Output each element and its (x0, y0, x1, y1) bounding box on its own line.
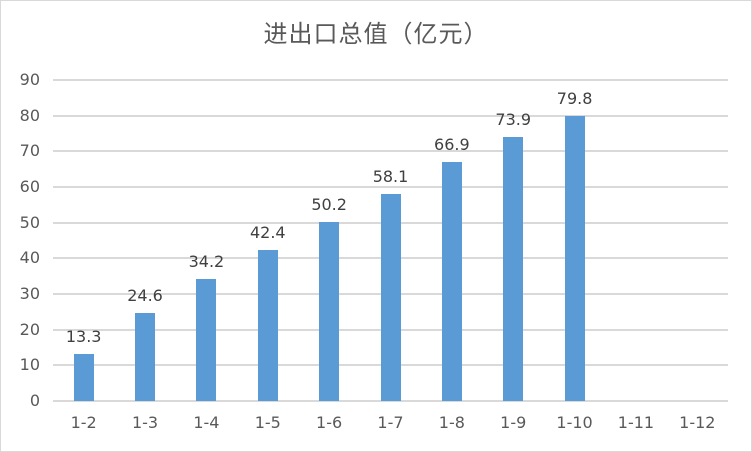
bar (319, 221, 340, 401)
x-tick-label: 1-6 (316, 413, 343, 432)
gridline (53, 114, 728, 117)
x-tick-label: 1-10 (556, 413, 593, 432)
data-label: 13.3 (65, 326, 102, 346)
data-label: 42.4 (249, 222, 286, 242)
data-label: 73.9 (495, 110, 532, 130)
y-tick-label: 70 (19, 141, 40, 161)
x-tick-label: 1-2 (70, 413, 97, 432)
x-tick-label: 1-3 (131, 413, 159, 432)
x-tick-label: 1-8 (438, 413, 465, 432)
data-label: 34.2 (188, 252, 225, 272)
data-label: 58.1 (372, 166, 409, 186)
gridline (53, 400, 728, 402)
x-tick-label: 1-7 (377, 413, 404, 432)
x-tick-label: 1-11 (617, 413, 655, 432)
data-label: 24.6 (127, 286, 163, 306)
bar (441, 162, 462, 401)
gridline (53, 79, 728, 81)
y-tick-label: 0 (29, 391, 40, 410)
data-label: 66.9 (434, 135, 470, 155)
data-label: 79.8 (556, 89, 593, 109)
x-tick-label: 1-4 (193, 413, 220, 432)
data-label: 50.2 (311, 194, 347, 214)
y-tick-label: 50 (19, 212, 40, 232)
y-tick-label: 30 (19, 284, 40, 303)
y-tick-label: 90 (19, 70, 40, 89)
x-tick-label: 1-9 (500, 413, 527, 432)
y-tick-label: 80 (19, 105, 40, 125)
bar (257, 249, 278, 401)
y-tick-label: 60 (19, 177, 40, 196)
bar (135, 313, 156, 401)
bar (503, 137, 524, 401)
y-tick-label: 40 (19, 248, 40, 268)
y-tick-label: 10 (19, 355, 40, 375)
gridline (53, 186, 728, 188)
chart-title: 进出口总值（亿元） (263, 20, 489, 48)
bar (196, 279, 217, 401)
bar (380, 193, 401, 401)
x-tick-label: 1-12 (679, 413, 716, 432)
gridline (53, 150, 728, 153)
y-tick-label: 20 (19, 319, 40, 339)
bar (564, 116, 585, 401)
x-tick-label: 1-5 (254, 413, 281, 432)
bar (73, 353, 94, 401)
